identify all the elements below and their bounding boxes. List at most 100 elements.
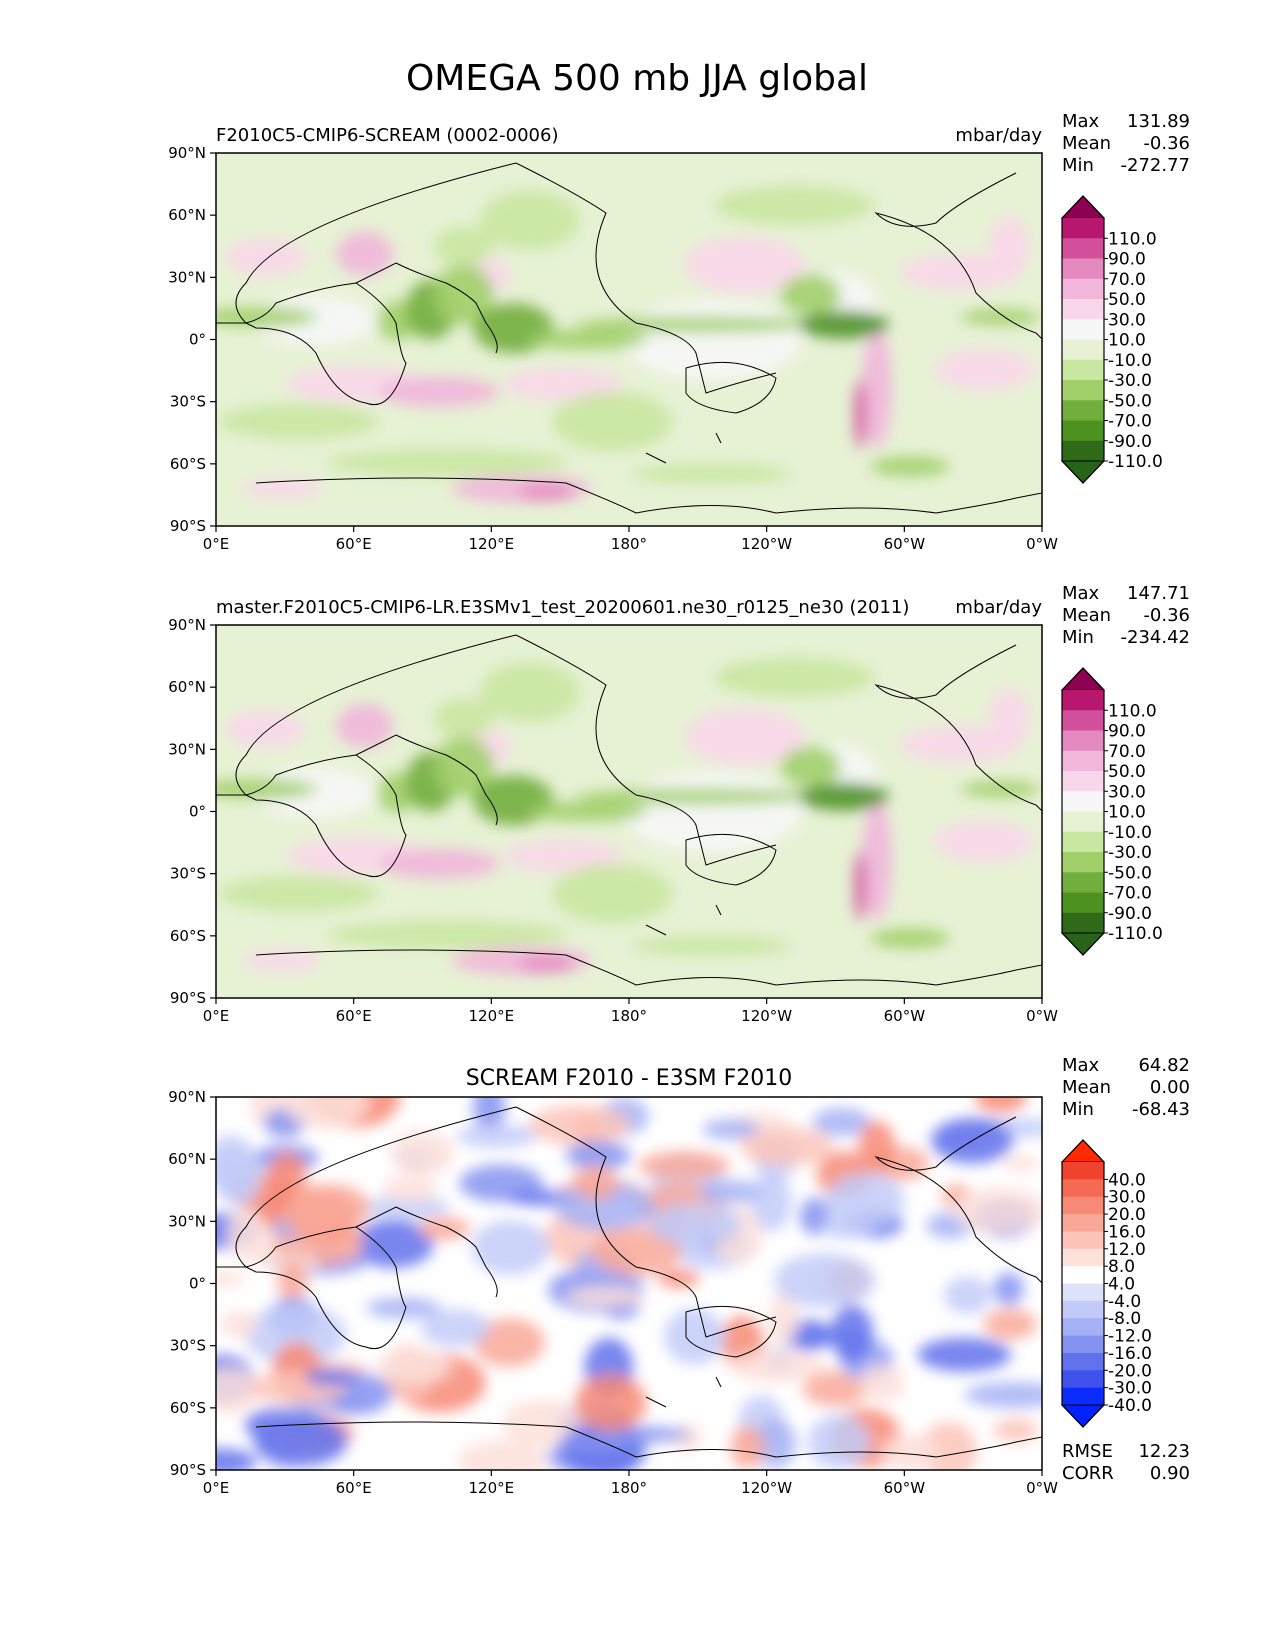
panel-title: SCREAM F2010 - E3SM F2010 — [466, 1066, 793, 1091]
stat-value: 0.00 — [1150, 1077, 1190, 1098]
colorbar-segment — [1062, 1335, 1104, 1354]
colorbar-segment — [1062, 319, 1104, 340]
y-tick-label: 60°N — [168, 678, 206, 696]
stat-label: Max — [1062, 111, 1100, 132]
colorbar-label: -110.0 — [1108, 924, 1163, 944]
colorbar-label: 10.0 — [1108, 803, 1146, 823]
colorbar-segment — [1062, 690, 1104, 711]
colorbar-segment — [1062, 238, 1104, 259]
x-tick-label: 0°E — [203, 1007, 230, 1025]
colorbar-label: -8.0 — [1108, 1309, 1141, 1329]
panel-title: F2010C5-CMIP6-SCREAM (0002-0006) — [216, 125, 558, 146]
map-field-3 — [216, 1097, 1042, 1470]
y-tick-label: 60°S — [170, 1399, 206, 1417]
colorbar: 110.090.070.050.030.010.0-10.0-30.0-50.0… — [1060, 195, 1163, 484]
y-tick-label: 60°N — [168, 206, 206, 224]
y-tick-label: 90°N — [168, 616, 206, 634]
map-field-1 — [216, 153, 1042, 526]
colorbar-segment — [1062, 339, 1104, 361]
colorbar-extend-top — [1060, 1139, 1106, 1163]
stat-label: CORR — [1062, 1463, 1114, 1484]
colorbar-segment — [1062, 1179, 1104, 1198]
stat-label: Min — [1062, 627, 1094, 648]
colorbar-segment — [1062, 771, 1104, 792]
colorbar-extend-bottom — [1060, 460, 1106, 484]
colorbar-label: -30.0 — [1108, 843, 1152, 863]
x-tick-label: 60°E — [336, 1479, 372, 1497]
colorbar-segment — [1062, 750, 1104, 772]
stat-label: RMSE — [1062, 1441, 1113, 1462]
panel-3: 0°E 60°E 120°E 180° 120°W 60°W 0°W 90°N 60°N 30°N… — [168, 1055, 1190, 1497]
colorbar-segment — [1062, 1318, 1104, 1337]
x-tick-label: 0°W — [1026, 1479, 1058, 1497]
colorbar-segment — [1062, 1231, 1104, 1250]
colorbar-segment — [1062, 1352, 1104, 1371]
y-tick-label: 90°S — [170, 1461, 206, 1479]
x-tick-label: 60°E — [336, 535, 372, 553]
panel-1: 0°E 60°E 120°E 180° 120°W 60°W 0°W 90°N 60°N 30°N… — [168, 111, 1190, 553]
stat-label: Max — [1062, 583, 1100, 604]
colorbar-label: 110.0 — [1108, 229, 1157, 249]
x-tick-label: 120°W — [741, 1007, 792, 1025]
colorbar-label: -90.0 — [1108, 432, 1152, 452]
colorbar-segment — [1062, 1266, 1104, 1284]
x-tick-label: 120°E — [469, 1007, 515, 1025]
colorbar-label: -30.0 — [1108, 371, 1152, 391]
colorbar-label: -12.0 — [1108, 1327, 1152, 1347]
colorbar-label: -10.0 — [1108, 351, 1152, 371]
colorbar-label: 70.0 — [1108, 270, 1146, 290]
colorbar-label: 12.0 — [1108, 1240, 1146, 1260]
colorbar-segment — [1062, 420, 1104, 442]
stat-value: -68.43 — [1132, 1099, 1190, 1120]
y-tick-label: 30°S — [170, 865, 206, 883]
y-tick-label: 60°N — [168, 1150, 206, 1168]
y-tick-label: 30°N — [168, 268, 206, 286]
units-label: mbar/day — [955, 597, 1042, 618]
units-label: mbar/day — [955, 125, 1042, 146]
colorbar-label: 90.0 — [1108, 250, 1146, 270]
colorbar-segment — [1062, 730, 1104, 752]
colorbar-label: 40.0 — [1108, 1170, 1146, 1190]
colorbar-segment — [1062, 791, 1104, 812]
panel-title: master.F2010C5-CMIP6-LR.E3SMv1_test_2020… — [216, 597, 909, 618]
colorbar-segment — [1062, 892, 1104, 914]
x-tick-label: 120°W — [741, 535, 792, 553]
stat-value: -0.36 — [1143, 133, 1190, 154]
stat-value: -272.77 — [1121, 155, 1190, 176]
stat-label: Max — [1062, 1055, 1100, 1076]
colorbar-label: 20.0 — [1108, 1205, 1146, 1225]
y-tick-label: 90°N — [168, 1088, 206, 1106]
stat-value: 12.23 — [1138, 1441, 1190, 1462]
colorbar-label: 8.0 — [1108, 1257, 1135, 1277]
stat-value: 64.82 — [1138, 1055, 1190, 1076]
colorbar-label: -10.0 — [1108, 823, 1152, 843]
y-tick-label: 0° — [189, 1275, 206, 1293]
colorbar-label: -50.0 — [1108, 391, 1152, 411]
x-tick-label: 60°W — [884, 535, 926, 553]
colorbar-extend-top — [1060, 667, 1106, 691]
colorbar-label: -50.0 — [1108, 863, 1152, 883]
colorbar-segment — [1062, 359, 1104, 381]
y-tick-label: 60°S — [170, 455, 206, 473]
stat-value: -0.36 — [1143, 605, 1190, 626]
colorbar-label: -90.0 — [1108, 904, 1152, 924]
colorbar: 40.030.020.016.012.08.04.0-4.0-8.0-12.0-… — [1060, 1139, 1152, 1428]
colorbar-segment — [1062, 1283, 1104, 1302]
colorbar-label: -70.0 — [1108, 412, 1152, 432]
x-tick-label: 120°E — [469, 1479, 515, 1497]
x-tick-label: 60°W — [884, 1007, 926, 1025]
colorbar-label: 4.0 — [1108, 1275, 1135, 1295]
y-tick-label: 0° — [189, 331, 206, 349]
y-tick-label: 30°N — [168, 740, 206, 758]
colorbar-extend-bottom — [1060, 932, 1106, 956]
colorbar-label: 10.0 — [1108, 331, 1146, 351]
colorbar-label: -70.0 — [1108, 884, 1152, 904]
colorbar-segment — [1062, 852, 1104, 873]
colorbar-segment — [1062, 1162, 1104, 1180]
stat-label: Mean — [1062, 133, 1111, 154]
stat-label: Mean — [1062, 605, 1111, 626]
colorbar-extend-bottom — [1060, 1404, 1106, 1428]
y-tick-label: 0° — [189, 803, 206, 821]
map-field-2 — [216, 625, 1042, 998]
